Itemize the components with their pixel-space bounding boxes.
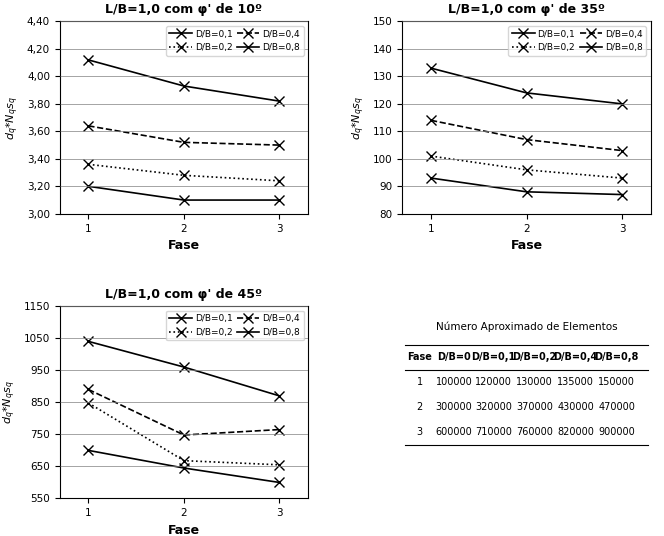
Line: D/B=0,8: D/B=0,8: [84, 337, 284, 401]
Text: 3: 3: [417, 427, 423, 437]
Text: 100000: 100000: [436, 377, 472, 387]
Text: 430000: 430000: [557, 402, 594, 412]
Title: L/B=1,0 com φ' de 45º: L/B=1,0 com φ' de 45º: [106, 288, 262, 301]
Text: D/B=0,4: D/B=0,4: [554, 352, 598, 362]
D/B=0,1: [180, 465, 188, 471]
Y-axis label: $d_q$*$N_q$$s_q$: $d_q$*$N_q$$s_q$: [2, 381, 18, 424]
D/B=0,2: [180, 457, 188, 464]
Legend: D/B=0,1, D/B=0,2, D/B=0,4, D/B=0,8: D/B=0,1, D/B=0,2, D/B=0,4, D/B=0,8: [166, 26, 303, 56]
Text: 130000: 130000: [517, 377, 553, 387]
Legend: D/B=0,1, D/B=0,2, D/B=0,4, D/B=0,8: D/B=0,1, D/B=0,2, D/B=0,4, D/B=0,8: [166, 311, 303, 340]
X-axis label: Fase: Fase: [168, 239, 200, 252]
Title: L/B=1,0 com φ' de 35º: L/B=1,0 com φ' de 35º: [448, 3, 605, 16]
Y-axis label: $d_q$*$N_q$$s_q$: $d_q$*$N_q$$s_q$: [5, 96, 21, 139]
D/B=0,1: [180, 197, 188, 203]
D/B=0,8: [180, 364, 188, 370]
D/B=0,1: [276, 197, 284, 203]
Text: D/B=0,2: D/B=0,2: [513, 352, 556, 362]
Line: D/B=0,4: D/B=0,4: [426, 115, 627, 155]
Line: D/B=0,1: D/B=0,1: [84, 182, 284, 205]
Text: 370000: 370000: [516, 402, 553, 412]
Text: D/B=0,1: D/B=0,1: [471, 352, 516, 362]
Text: 470000: 470000: [598, 402, 635, 412]
Text: 760000: 760000: [516, 427, 553, 437]
D/B=0,8: [276, 98, 284, 105]
Line: D/B=0,1: D/B=0,1: [426, 173, 627, 199]
D/B=0,4: [276, 142, 284, 148]
D/B=0,4: [427, 117, 435, 124]
Text: 300000: 300000: [436, 402, 472, 412]
D/B=0,4: [180, 139, 188, 146]
D/B=0,4: [618, 147, 626, 154]
Line: D/B=0,2: D/B=0,2: [84, 160, 284, 185]
D/B=0,2: [523, 167, 531, 173]
D/B=0,1: [427, 175, 435, 181]
D/B=0,2: [84, 161, 92, 168]
D/B=0,4: [523, 136, 531, 143]
Text: Fase: Fase: [407, 352, 432, 362]
Text: 820000: 820000: [557, 427, 594, 437]
D/B=0,2: [618, 175, 626, 181]
Title: L/B=1,0 com φ' de 10º: L/B=1,0 com φ' de 10º: [106, 3, 262, 16]
Text: 150000: 150000: [598, 377, 635, 387]
Text: 710000: 710000: [475, 427, 512, 437]
D/B=0,8: [84, 338, 92, 345]
D/B=0,2: [276, 461, 284, 468]
Line: D/B=0,4: D/B=0,4: [84, 385, 284, 440]
D/B=0,1: [276, 479, 284, 486]
D/B=0,2: [180, 172, 188, 178]
D/B=0,2: [427, 153, 435, 159]
D/B=0,8: [427, 65, 435, 71]
Line: D/B=0,1: D/B=0,1: [84, 445, 284, 487]
Line: D/B=0,4: D/B=0,4: [84, 121, 284, 150]
D/B=0,1: [84, 183, 92, 190]
D/B=0,4: [276, 426, 284, 433]
Text: 135000: 135000: [557, 377, 594, 387]
Legend: D/B=0,1, D/B=0,2, D/B=0,4, D/B=0,8: D/B=0,1, D/B=0,2, D/B=0,4, D/B=0,8: [509, 26, 646, 56]
Text: 900000: 900000: [598, 427, 635, 437]
D/B=0,4: [180, 432, 188, 438]
Text: 120000: 120000: [475, 377, 512, 387]
D/B=0,4: [84, 386, 92, 393]
Text: 320000: 320000: [475, 402, 512, 412]
Y-axis label: $d_q$*$N_q$$s_q$: $d_q$*$N_q$$s_q$: [351, 96, 367, 139]
D/B=0,8: [276, 393, 284, 399]
D/B=0,8: [618, 101, 626, 107]
D/B=0,2: [276, 177, 284, 184]
D/B=0,8: [180, 83, 188, 89]
Text: D/B=0: D/B=0: [437, 352, 471, 362]
D/B=0,8: [523, 90, 531, 96]
D/B=0,1: [84, 447, 92, 453]
D/B=0,1: [618, 191, 626, 198]
Text: Número Aproximado de Elementos: Número Aproximado de Elementos: [436, 322, 618, 332]
D/B=0,8: [84, 57, 92, 63]
Text: D/B=0,8: D/B=0,8: [594, 352, 639, 362]
D/B=0,4: [84, 123, 92, 129]
X-axis label: Fase: Fase: [168, 524, 200, 536]
Line: D/B=0,8: D/B=0,8: [426, 63, 627, 109]
Text: 2: 2: [417, 402, 423, 412]
Text: 1: 1: [417, 377, 423, 387]
Text: 600000: 600000: [436, 427, 472, 437]
D/B=0,1: [523, 189, 531, 195]
Line: D/B=0,2: D/B=0,2: [426, 151, 627, 183]
D/B=0,2: [84, 400, 92, 406]
Line: D/B=0,2: D/B=0,2: [84, 398, 284, 470]
Line: D/B=0,8: D/B=0,8: [84, 55, 284, 106]
X-axis label: Fase: Fase: [511, 239, 542, 252]
